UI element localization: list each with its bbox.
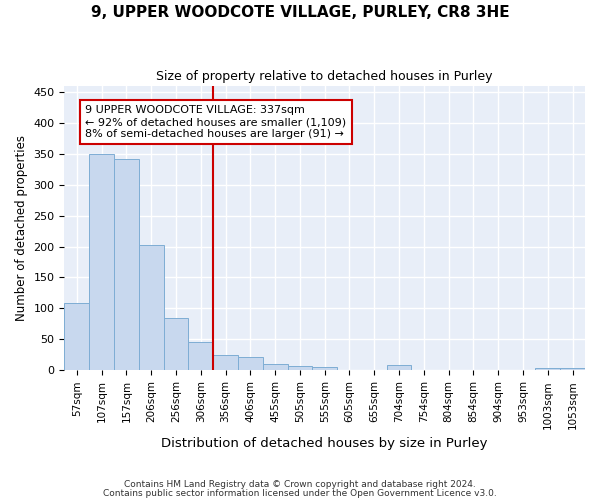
Text: Contains public sector information licensed under the Open Government Licence v3: Contains public sector information licen…: [103, 488, 497, 498]
Bar: [213, 356, 238, 370]
X-axis label: Distribution of detached houses by size in Purley: Distribution of detached houses by size …: [161, 437, 488, 450]
Bar: [64, 303, 89, 370]
Text: 9 UPPER WOODCOTE VILLAGE: 337sqm
← 92% of detached houses are smaller (1,109)
8%: 9 UPPER WOODCOTE VILLAGE: 337sqm ← 92% o…: [85, 106, 346, 138]
Bar: [139, 246, 164, 370]
Bar: [560, 368, 585, 370]
Bar: [386, 366, 412, 370]
Bar: [188, 342, 213, 370]
Bar: [263, 364, 287, 370]
Text: 9, UPPER WOODCOTE VILLAGE, PURLEY, CR8 3HE: 9, UPPER WOODCOTE VILLAGE, PURLEY, CR8 3…: [91, 5, 509, 20]
Bar: [164, 318, 188, 370]
Bar: [238, 356, 263, 370]
Bar: [313, 366, 337, 370]
Bar: [287, 366, 313, 370]
Text: Contains HM Land Registry data © Crown copyright and database right 2024.: Contains HM Land Registry data © Crown c…: [124, 480, 476, 489]
Y-axis label: Number of detached properties: Number of detached properties: [15, 135, 28, 321]
Bar: [114, 158, 139, 370]
Title: Size of property relative to detached houses in Purley: Size of property relative to detached ho…: [157, 70, 493, 83]
Bar: [89, 154, 114, 370]
Bar: [535, 368, 560, 370]
